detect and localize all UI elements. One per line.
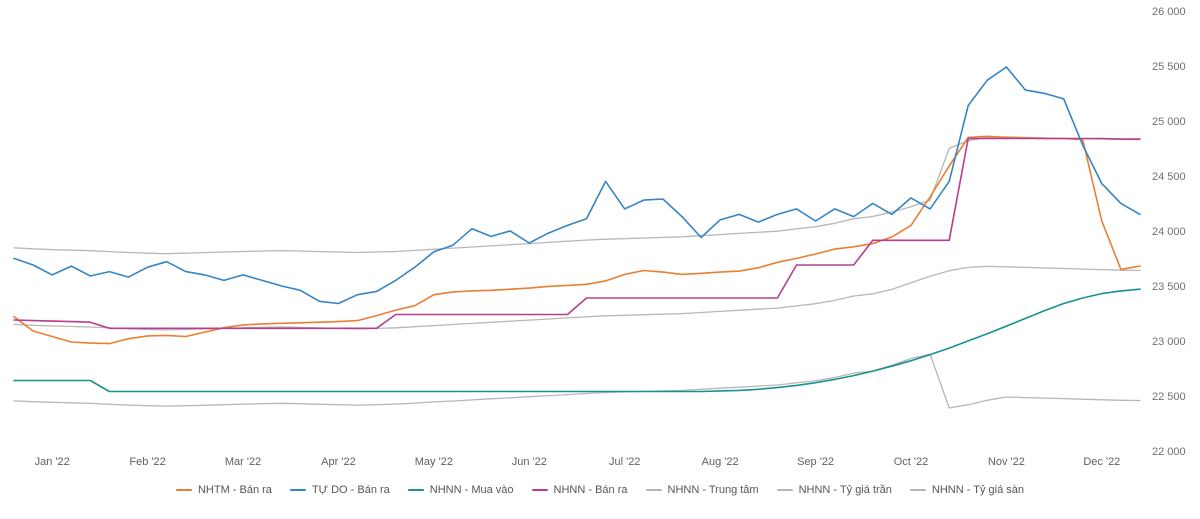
- legend-item-4[interactable]: NHNN - Trung tâm: [645, 484, 759, 496]
- y-axis-tick-label: 22 000: [1152, 446, 1186, 458]
- x-axis-tick-label: Apr '22: [321, 456, 356, 468]
- y-axis-tick-label: 23 500: [1152, 281, 1186, 293]
- legend-label: NHNN - Bán ra: [553, 484, 628, 496]
- legend-marker-icon: [645, 489, 662, 491]
- series-line-6: [13, 353, 1141, 409]
- legend-label: NHTM - Bán ra: [197, 484, 272, 496]
- x-axis-tick-label: Nov '22: [987, 456, 1025, 468]
- x-axis-tick-label: Oct '22: [893, 456, 929, 468]
- legend-item-5[interactable]: NHNN - Tỷ giá trần: [776, 484, 892, 496]
- x-axis-tick-label: Jul '22: [608, 456, 641, 468]
- legend-label: NHNN - Tỷ giá trần: [798, 484, 892, 496]
- x-axis-tick-label: Jun '22: [511, 456, 547, 468]
- y-axis-tick-label: 25 000: [1152, 116, 1186, 128]
- y-axis-tick-label: 24 000: [1152, 226, 1186, 238]
- series-line-1: [13, 66, 1141, 305]
- legend-marker-icon: [776, 489, 793, 491]
- legend-label: NHNN - Trung tâm: [667, 484, 759, 496]
- legend-marker-icon: [909, 489, 926, 491]
- legend-item-3[interactable]: NHNN - Bán ra: [531, 484, 628, 496]
- y-axis-tick-label: 22 500: [1152, 391, 1186, 403]
- legend-label: NHNN - Mua vào: [429, 484, 514, 496]
- x-axis-tick-label: Mar '22: [224, 456, 262, 468]
- y-axis-tick-label: 23 000: [1152, 336, 1186, 348]
- x-axis-tick-label: Jan '22: [34, 456, 70, 468]
- legend-item-1[interactable]: TỰ DO - Bán ra: [289, 484, 390, 496]
- series-line-5: [13, 136, 1141, 255]
- chart-plot-svg: [13, 66, 1141, 409]
- legend-item-6[interactable]: NHNN - Tỷ giá sàn: [909, 484, 1025, 496]
- series-line-3: [13, 137, 1141, 330]
- y-axis-tick-label: 26 000: [1152, 6, 1186, 18]
- x-axis-tick-label: Sep '22: [797, 456, 835, 468]
- legend-label: TỰ DO - Bán ra: [311, 484, 390, 496]
- series-line-2: [13, 288, 1141, 393]
- legend-marker-icon: [531, 489, 548, 491]
- series-line-4: [13, 265, 1141, 331]
- x-axis-tick-label: Dec '22: [1083, 456, 1121, 468]
- series-line-0: [13, 135, 1141, 345]
- legend-marker-icon: [175, 489, 192, 491]
- legend-item-0[interactable]: NHTM - Bán ra: [175, 484, 272, 496]
- legend-marker-icon: [407, 489, 424, 491]
- x-axis-tick-label: Feb '22: [129, 456, 166, 468]
- y-axis-tick-label: 24 500: [1152, 171, 1186, 183]
- legend-item-2[interactable]: NHNN - Mua vào: [407, 484, 514, 496]
- y-axis-tick-label: 25 500: [1152, 61, 1186, 73]
- legend-marker-icon: [289, 489, 306, 491]
- x-axis-tick-label: Aug '22: [701, 456, 739, 468]
- x-axis-tick-label: May '22: [414, 456, 453, 468]
- legend-label: NHNN - Tỷ giá sàn: [931, 484, 1025, 496]
- chart-legend: NHTM - Bán ra TỰ DO - Bán ra NHNN - Mua và…: [0, 484, 1200, 496]
